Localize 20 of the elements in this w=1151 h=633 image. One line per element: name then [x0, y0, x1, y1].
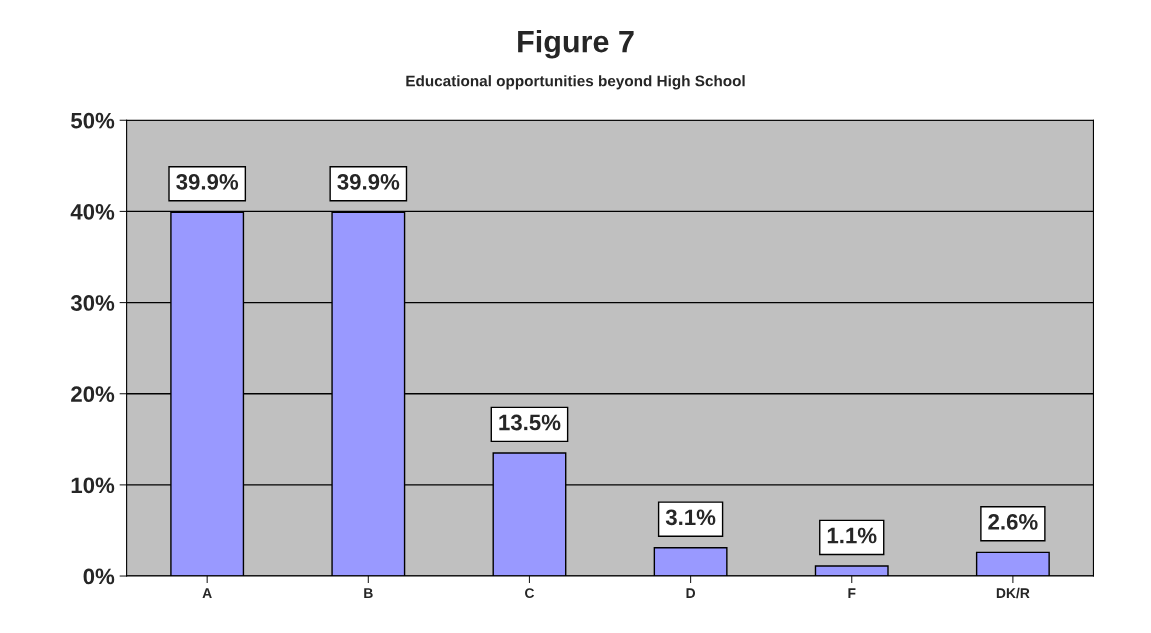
y-tick-label: 10%: [71, 477, 115, 494]
data-label: 39.9%: [337, 173, 400, 190]
x-tick-label: F: [848, 588, 856, 598]
x-tick-label: D: [686, 588, 696, 598]
x-tick-label: C: [525, 588, 535, 599]
y-tick-label: 50%: [71, 112, 115, 129]
data-label: 3.1%: [665, 509, 716, 526]
data-label: 13.5%: [499, 414, 561, 431]
y-tick-label: 20%: [71, 386, 115, 402]
y-tick-label: 30%: [70, 295, 115, 311]
data-label: 39.9%: [176, 173, 239, 190]
chart-title: Figure 7: [518, 30, 634, 59]
chart-subtitle: Educational opportunities beyond High School: [406, 75, 745, 90]
x-tick-label: B: [364, 588, 373, 598]
y-tick-label: 40%: [70, 203, 115, 220]
data-label: 1.1%: [827, 527, 877, 544]
x-tick-label: A: [202, 588, 212, 598]
y-tick-label: 0%: [83, 568, 115, 585]
data-label: 2.6%: [988, 513, 1038, 530]
x-tick-label: DK/R: [996, 587, 1030, 599]
